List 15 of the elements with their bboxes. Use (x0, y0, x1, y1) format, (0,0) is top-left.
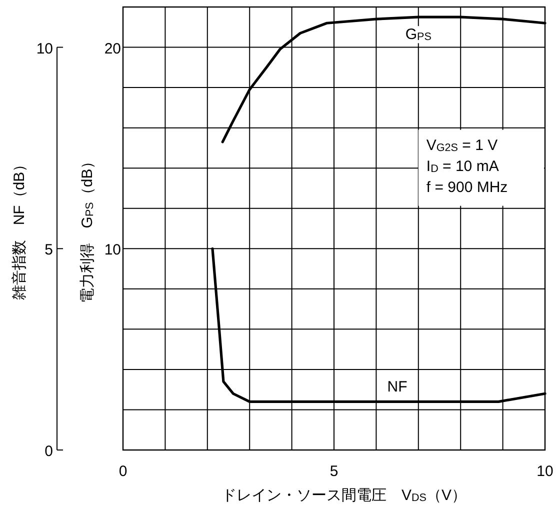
x-tick-label: 10 (536, 463, 554, 480)
x-tick-label: 0 (118, 463, 128, 480)
y-tick-label: 10 (36, 40, 53, 58)
y-tick-label: 0 (44, 443, 53, 460)
x-tick-label: 5 (330, 463, 338, 480)
series-label: G$_{PS}$ (405, 26, 432, 44)
series-label: NF (387, 378, 408, 396)
y-axis-title: 雑音指数 NF（dB） (11, 156, 28, 300)
x-axis-title: ドレイン・ソース間電圧 V$_{DS}$（V） (221, 487, 467, 504)
annotation: V$_{G2S}$ = 1 V (426, 136, 498, 154)
y2-tick-label: 10 (104, 242, 121, 259)
annotation: I$_{D}$ = 10 mA (426, 158, 499, 175)
annotation: f = 900 MHz (426, 178, 508, 196)
y2-tick-label: 20 (104, 40, 121, 58)
y-tick-label: 5 (44, 242, 53, 259)
